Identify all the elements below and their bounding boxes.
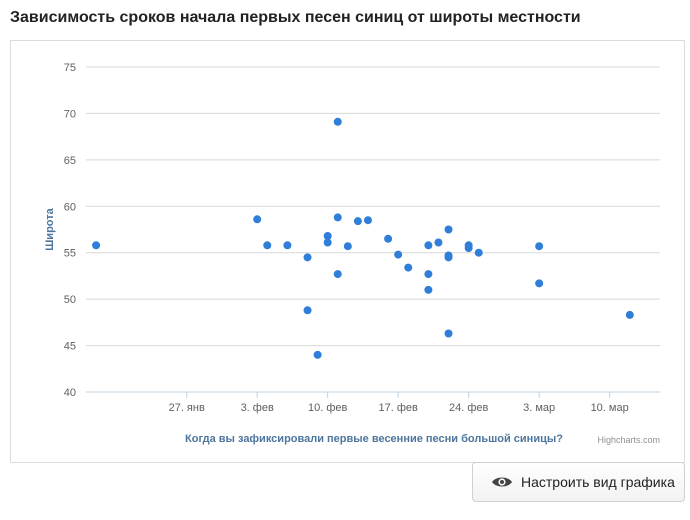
y-tick-label: 45 <box>64 341 76 353</box>
x-tick-label: 10. фев <box>308 402 348 414</box>
page-title: Зависимость сроков начала первых песен с… <box>10 9 581 26</box>
y-tick-label: 55 <box>64 248 76 260</box>
y-tick-label: 70 <box>64 108 76 120</box>
chart-container: 40 45 50 55 60 65 70 75 27. янв 3. фев 10. фев 17. … <box>10 40 685 463</box>
configure-chart-label: Настроить вид графика <box>521 474 675 490</box>
x-axis-title: Когда вы зафиксировали первые весенние п… <box>185 433 563 445</box>
credits-label: Highcharts.com <box>597 435 660 445</box>
y-tick-label: 40 <box>64 387 76 399</box>
data-point <box>535 242 544 251</box>
data-point <box>394 250 403 259</box>
x-tick-label: 10. мар <box>591 402 629 414</box>
y-axis-title: Широта <box>44 207 56 250</box>
x-tick-label: 27. янв <box>169 402 205 414</box>
data-point <box>263 241 272 250</box>
data-point <box>444 329 453 338</box>
data-point <box>424 285 433 294</box>
data-point <box>343 242 352 251</box>
data-point <box>92 241 101 250</box>
data-point <box>384 234 393 243</box>
data-point <box>333 213 342 222</box>
data-point <box>434 238 443 247</box>
data-point <box>313 350 322 359</box>
data-point <box>535 279 544 288</box>
data-point <box>625 310 634 319</box>
x-tick-label: 3. мар <box>523 402 555 414</box>
y-tick-label: 50 <box>64 294 76 306</box>
data-point <box>474 248 483 257</box>
data-point <box>253 215 262 224</box>
data-point <box>333 117 342 126</box>
x-tick-label: 17. фев <box>378 402 418 414</box>
x-tick-label: 3. фев <box>241 402 274 414</box>
eye-icon <box>492 477 512 487</box>
configure-chart-button[interactable]: Настроить вид графика <box>472 462 685 502</box>
y-tick-label: 65 <box>64 155 76 167</box>
data-point <box>353 217 362 226</box>
scatter-chart: 40 45 50 55 60 65 70 75 27. янв 3. фев 10. фев 17. … <box>44 62 660 445</box>
data-point <box>424 270 433 279</box>
data-point <box>323 238 332 247</box>
data-point <box>333 270 342 279</box>
data-point <box>323 232 332 240</box>
data-point <box>444 225 453 234</box>
data-point <box>424 241 433 250</box>
y-tick-label: 60 <box>64 201 76 213</box>
data-point <box>444 253 453 262</box>
data-point <box>303 306 312 315</box>
x-tick-label: 24. фев <box>449 402 489 414</box>
data-point <box>464 244 473 253</box>
data-point <box>404 263 413 272</box>
data-point <box>363 216 372 225</box>
data-point <box>283 241 292 250</box>
data-point <box>303 253 312 262</box>
y-tick-label: 75 <box>64 62 76 74</box>
